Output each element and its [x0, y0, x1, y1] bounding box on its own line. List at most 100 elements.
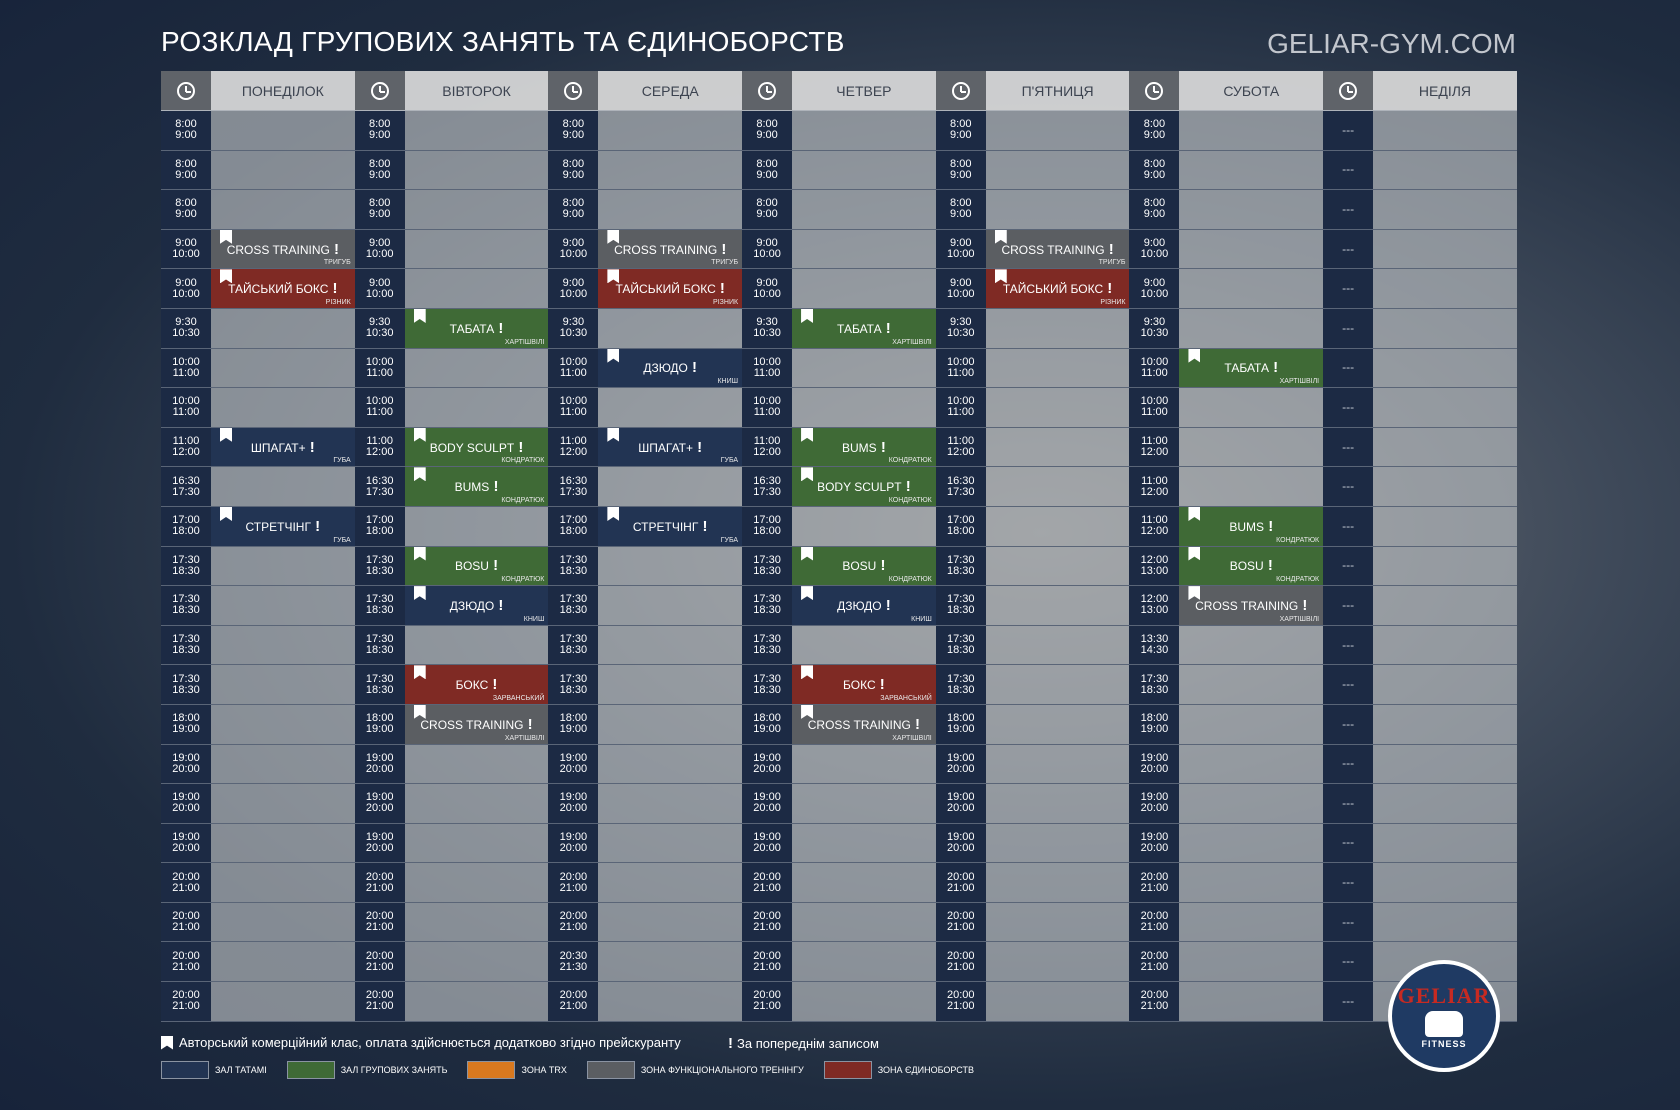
time-value: 12:00: [1140, 525, 1169, 538]
class-block[interactable]: СТРЕТЧІНГ ГУБА: [211, 506, 355, 546]
coach-name: КНИШ: [717, 378, 739, 386]
class-name: ТАБАТА: [1224, 359, 1278, 376]
schedule-cell: [985, 506, 1130, 547]
time-cell: 17:00 18:00: [548, 506, 599, 547]
time-cell: 8:00 9:00: [548, 111, 599, 151]
class-block[interactable]: BUMSКОНДРАТЮК: [1179, 506, 1324, 546]
bookmark-flag-icon: [607, 427, 620, 442]
schedule-cell: [985, 111, 1130, 151]
time-value: 18:30: [1140, 683, 1169, 696]
class-block[interactable]: ТАЙСЬКИЙ БОКСРІЗНИК: [598, 269, 743, 308]
time-cell: 18:00 19:00: [935, 704, 986, 745]
time-value: 12:00: [1140, 485, 1169, 498]
class-block[interactable]: ТАЙСЬКИЙ БОКСРІЗНИК: [985, 269, 1130, 308]
class-block[interactable]: ШПАГАТ+ ГУБА: [598, 427, 743, 467]
schedule-cell: [1179, 427, 1324, 468]
time-cell: 8:00 9:00: [354, 190, 405, 230]
time-value: 9:00: [368, 168, 391, 181]
time-cell: ---: [1323, 269, 1374, 309]
schedule-cell: [211, 625, 355, 666]
time-value: 10:00: [365, 287, 394, 300]
class-block[interactable]: BUMSКОНДРАТЮК: [792, 427, 936, 467]
class-block[interactable]: CROSS TRAININGХАРТІШВІЛІ: [404, 704, 549, 744]
schedule-cell: [985, 467, 1130, 507]
schedule-cell: [1373, 784, 1517, 824]
class-block[interactable]: ТАЙСЬКИЙ БОКСРІЗНИК: [211, 269, 355, 308]
time-cell: 13:30 14:30: [1129, 625, 1180, 666]
class-block[interactable]: BOSUКОНДРАТЮК: [404, 546, 549, 586]
schedule-cell: [211, 348, 355, 389]
time-value: 11:00: [753, 435, 781, 448]
time-value: 9:00: [175, 168, 197, 181]
coach-name: ХАРТІШВІЛІ: [504, 734, 545, 742]
time-cell: 19:00 20:00: [1129, 784, 1180, 824]
schedule-cell: [985, 744, 1130, 785]
schedule-cell: [404, 625, 549, 666]
class-block[interactable]: CROSS TRAININGТРИГУБ: [211, 229, 355, 269]
class-block[interactable]: ДЗЮДО КНИШ: [404, 586, 549, 625]
schedule-cell: [792, 625, 936, 666]
bookmark-flag-icon: [1188, 546, 1201, 561]
time-value: 10:00: [172, 355, 200, 368]
time-value: 11:00: [1141, 474, 1168, 487]
time-value: 21:00: [753, 921, 781, 934]
class-block[interactable]: CROSS TRAININGТРИГУБ: [598, 229, 743, 269]
class-block[interactable]: ДЗЮДО КНИШ: [792, 586, 936, 625]
schedule-cell: [404, 902, 549, 943]
time-value: 18:30: [753, 564, 781, 577]
time-value: 18:30: [365, 604, 394, 617]
class-block[interactable]: БОКСЗАРВАНСЬКИЙ: [792, 665, 936, 704]
class-block[interactable]: CROSS TRAININGХАРТІШВІЛІ: [1179, 586, 1324, 625]
class-name: ТАЙСЬКИЙ БОКС: [228, 280, 337, 297]
schedule-cell: [404, 190, 549, 230]
time-value: 21:30: [559, 960, 588, 973]
class-block[interactable]: CROSS TRAININGХАРТІШВІЛІ: [792, 704, 936, 744]
class-block[interactable]: СТРЕТЧІНГ ГУБА: [598, 506, 743, 546]
time-value: 17:00: [365, 514, 394, 527]
time-cell: ---: [1323, 982, 1374, 1022]
time-cell: 20:00 21:00: [161, 902, 211, 943]
time-cell: ---: [1323, 863, 1374, 903]
time-value: 10:00: [365, 248, 394, 261]
time-value: 18:30: [172, 564, 200, 577]
schedule-cell: [985, 784, 1130, 824]
class-block[interactable]: ТАБАТАХАРТІШВІЛІ: [792, 308, 936, 348]
time-cell: 19:00 20:00: [548, 823, 599, 864]
time-value: 20:00: [1140, 841, 1169, 854]
time-value: 19:00: [365, 791, 394, 804]
time-value: 9:00: [175, 276, 197, 289]
class-block[interactable]: BOSUКОНДРАТЮК: [792, 546, 936, 586]
class-block[interactable]: BUMSКОНДРАТЮК: [404, 467, 549, 506]
time-value: 20:00: [1140, 802, 1169, 815]
class-block[interactable]: CROSS TRAININGТРИГУБ: [985, 229, 1130, 269]
class-block[interactable]: BODY SCULPTКОНДРАТЮК: [792, 467, 936, 506]
class-block[interactable]: БОКСЗАРВАНСЬКИЙ: [404, 665, 549, 704]
time-value: 11:00: [172, 366, 200, 379]
legend-exclamation-note: ! За попереднім записом: [728, 1035, 879, 1052]
time-cell: ---: [1323, 665, 1374, 705]
time-cell: 20:00 21:00: [354, 863, 405, 903]
time-value: 21:00: [559, 1000, 588, 1013]
legend-zone-group: ЗАЛ ГРУПОВИХ ЗАНЯТЬ: [286, 1061, 447, 1079]
time-cell: 18:00 19:00: [161, 704, 211, 745]
time-cell: 20:00 21:00: [742, 863, 793, 903]
class-block[interactable]: ДЗЮДО КНИШ: [598, 348, 743, 388]
time-value: 10:00: [172, 287, 200, 300]
schedule-cell: [985, 546, 1130, 587]
time-value: 18:30: [946, 644, 975, 657]
site-url[interactable]: GELIAR-GYM.COM: [1267, 28, 1516, 59]
time-value: 20:00: [172, 989, 200, 1002]
class-block[interactable]: ШПАГАТ+ ГУБА: [211, 427, 355, 467]
class-block[interactable]: ТАБАТАХАРТІШВІЛІ: [404, 308, 549, 348]
time-value: 9:00: [562, 129, 585, 142]
class-block[interactable]: ТАБАТАХАРТІШВІЛІ: [1179, 348, 1324, 388]
time-cell: ---: [1323, 427, 1374, 468]
time-value: 12:00: [172, 446, 200, 459]
time-value: 18:30: [753, 683, 781, 696]
time-cell: 16:30 17:30: [742, 467, 793, 507]
time-value: 21:00: [172, 881, 200, 894]
coach-name: РІЗНИК: [1100, 298, 1126, 306]
time-value: 14:30: [1140, 644, 1169, 657]
class-block[interactable]: BODY SCULPTКОНДРАТЮК: [404, 427, 549, 467]
class-block[interactable]: BOSUКОНДРАТЮК: [1179, 546, 1324, 586]
